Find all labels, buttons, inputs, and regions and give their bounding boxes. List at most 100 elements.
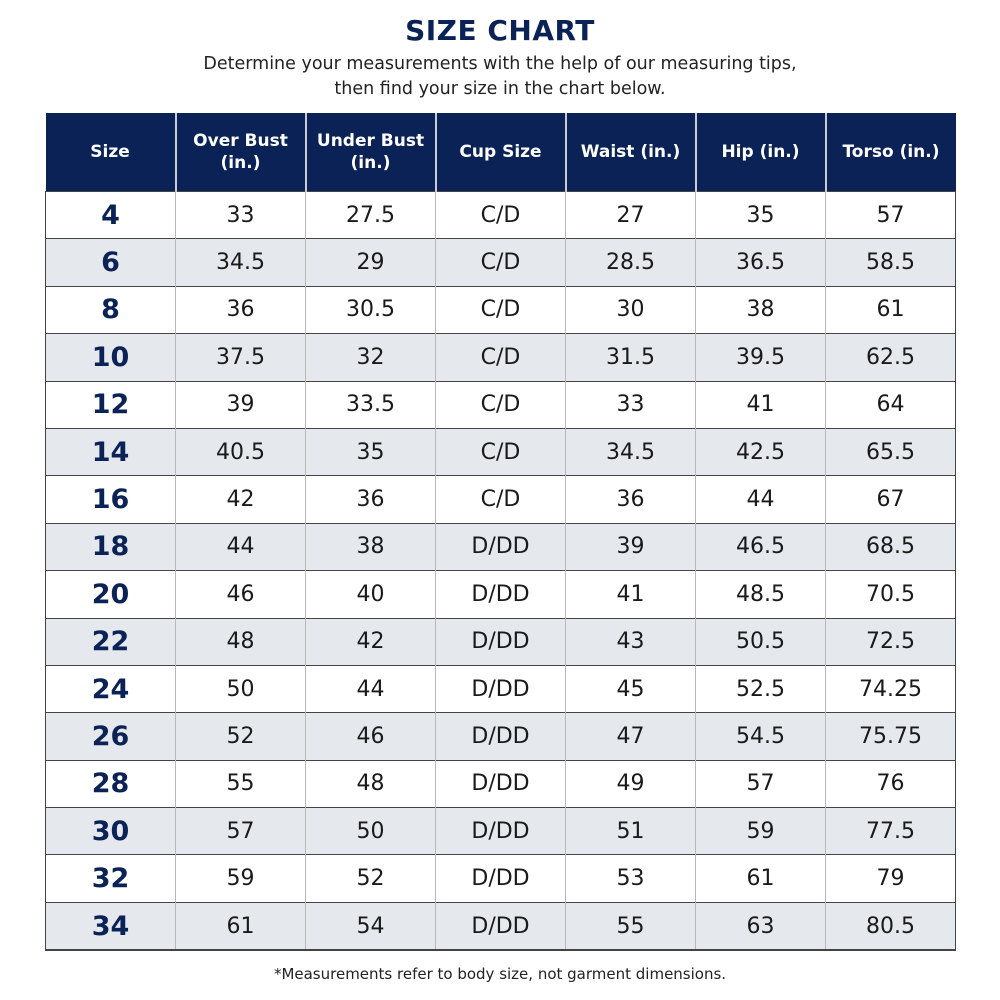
size-cell: 14 [45, 427, 176, 476]
table-cell: 76 [825, 759, 956, 808]
table-cell: 54.5 [695, 712, 826, 761]
table-row: 4 33 27.5 C/D 27 35 57 [45, 190, 956, 239]
table-cell: D/DD [435, 664, 566, 713]
table-cell: 42 [175, 475, 306, 524]
table-row: 30 57 50 D/DD 51 59 77.5 [45, 807, 956, 855]
table-row: 12 39 33.5 C/D 33 41 64 [45, 380, 956, 429]
page-title: SIZE CHART [405, 14, 595, 47]
size-cell: 26 [45, 712, 176, 761]
column-header: Hip (in.) [694, 113, 826, 192]
table-cell: D/DD [435, 807, 566, 855]
table-cell: 67 [825, 475, 956, 524]
table-row: 6 34.5 29 C/D 28.5 36.5 58.5 [45, 238, 956, 287]
table-cell: 34.5 [565, 427, 696, 476]
table-cell: 50 [305, 807, 436, 855]
table-cell: 33.5 [305, 380, 436, 429]
table-cell: C/D [435, 427, 566, 476]
table-cell: 40 [305, 570, 436, 619]
size-cell: 34 [45, 901, 176, 952]
table-cell: C/D [435, 380, 566, 429]
table-row: 8 36 30.5 C/D 30 38 61 [45, 285, 956, 334]
table-row: 16 42 36 C/D 36 44 67 [45, 475, 956, 524]
table-cell: 35 [695, 190, 826, 239]
table-cell: 39.5 [695, 333, 826, 382]
table-cell: 44 [175, 522, 306, 571]
footnote: *Measurements refer to body size, not ga… [273, 965, 727, 983]
size-cell: 30 [45, 807, 176, 855]
table-cell: 33 [565, 380, 696, 429]
table-cell: 65.5 [825, 427, 956, 476]
table-cell: 42 [305, 617, 436, 666]
size-cell: 16 [45, 475, 176, 524]
column-header: Size [45, 113, 176, 192]
table-cell: 46.5 [695, 522, 826, 571]
table-cell: 47 [565, 712, 696, 761]
table-cell: 31.5 [565, 333, 696, 382]
table-cell: 30.5 [305, 285, 436, 334]
table-cell: 41 [565, 570, 696, 619]
table-cell: 51 [565, 807, 696, 855]
table-cell: 50.5 [695, 617, 826, 666]
table-cell: 53 [565, 854, 696, 903]
table-cell: 36 [305, 475, 436, 524]
size-cell: 12 [45, 380, 176, 429]
table-cell: 77.5 [825, 807, 956, 855]
table-cell: 62.5 [825, 333, 956, 382]
table-row: 20 46 40 D/DD 41 48.5 70.5 [45, 570, 956, 619]
table-cell: 38 [305, 522, 436, 571]
size-cell: 24 [45, 664, 176, 713]
table-cell: 61 [695, 854, 826, 903]
table-cell: D/DD [435, 522, 566, 571]
table-cell: D/DD [435, 854, 566, 903]
table-cell: 35 [305, 427, 436, 476]
table-row: 32 59 52 D/DD 53 61 79 [45, 854, 956, 903]
table-cell: 44 [305, 664, 436, 713]
table-cell: 59 [175, 854, 306, 903]
table-cell: 28.5 [565, 238, 696, 287]
table-cell: 57 [825, 190, 956, 239]
table-cell: 55 [175, 759, 306, 808]
table-cell: C/D [435, 238, 566, 287]
size-cell: 20 [45, 570, 176, 619]
size-cell: 32 [45, 854, 176, 903]
table-cell: 36 [175, 285, 306, 334]
column-header: Cup Size [434, 113, 566, 192]
table-cell: 45 [565, 664, 696, 713]
table-cell: 70.5 [825, 570, 956, 619]
table-cell: 41 [695, 380, 826, 429]
size-cell: 18 [45, 522, 176, 571]
table-cell: 37.5 [175, 333, 306, 382]
table-cell: 36.5 [695, 238, 826, 287]
table-cell: 58.5 [825, 238, 956, 287]
table-cell: C/D [435, 333, 566, 382]
table-row: 26 52 46 D/DD 47 54.5 75.75 [45, 712, 956, 761]
table-cell: D/DD [435, 901, 566, 952]
table-cell: D/DD [435, 759, 566, 808]
table-cell: 74.25 [825, 664, 956, 713]
table-cell: 44 [695, 475, 826, 524]
table-cell: 61 [825, 285, 956, 334]
table-cell: 39 [175, 380, 306, 429]
table-row: 10 37.5 32 C/D 31.5 39.5 62.5 [45, 333, 956, 382]
table-cell: 80.5 [825, 901, 956, 952]
table-cell: 64 [825, 380, 956, 429]
size-cell: 4 [45, 190, 176, 239]
table-cell: 52.5 [695, 664, 826, 713]
table-cell: 72.5 [825, 617, 956, 666]
subtitle-line: then find your size in the chart below. [334, 79, 666, 99]
size-chart-table: Size Over Bust (in.) Under Bust (in.) Cup S… [45, 113, 956, 952]
table-row: 24 50 44 D/DD 45 52.5 74.25 [45, 664, 956, 713]
size-cell: 6 [45, 238, 176, 287]
table-cell: D/DD [435, 712, 566, 761]
table-cell: 30 [565, 285, 696, 334]
table-cell: 36 [565, 475, 696, 524]
header-row: Size Over Bust (in.) Under Bust (in.) Cup S… [45, 113, 956, 192]
table-cell: 34.5 [175, 238, 306, 287]
table-cell: D/DD [435, 570, 566, 619]
table-cell: 50 [175, 664, 306, 713]
size-cell: 10 [45, 333, 176, 382]
table-row: 28 55 48 D/DD 49 57 76 [45, 759, 956, 808]
column-header: Waist (in.) [564, 113, 696, 192]
table-cell: 68.5 [825, 522, 956, 571]
table-row: 22 48 42 D/DD 43 50.5 72.5 [45, 617, 956, 666]
